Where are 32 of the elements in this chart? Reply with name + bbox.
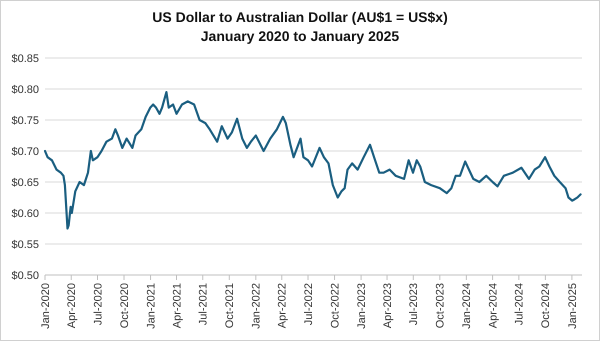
line-series: [44, 91, 582, 230]
x-tick-label: Jan-2024: [461, 283, 474, 329]
x-tick-label: Oct-2022: [329, 283, 342, 328]
y-tick-label: $0.60: [11, 208, 39, 220]
x-tick-label: Jul-2022: [302, 283, 315, 326]
y-tick-label: $0.55: [11, 238, 39, 251]
x-tick-label: Oct-2023: [434, 283, 447, 328]
x-tick-label: Apr-2024: [487, 283, 500, 328]
x-tick-label: Jan-2022: [250, 283, 263, 329]
y-tick-label: $0.50: [11, 270, 39, 282]
x-tick-label: Jul-2021: [198, 283, 210, 326]
chart-subtitle: January 2020 to January 2025: [200, 28, 400, 44]
x-tick-label: Apr-2021: [171, 283, 184, 328]
x-tick-label: Jul-2024: [514, 283, 526, 326]
y-tick-label: $0.75: [11, 114, 39, 127]
y-tick-label: $0.80: [11, 84, 39, 96]
x-tick-label: Jul-2023: [408, 283, 420, 326]
x-tick-label: Apr-2020: [66, 283, 78, 328]
y-tick-label: $0.65: [11, 176, 39, 189]
y-tick-label: $0.70: [11, 146, 39, 158]
x-tick-label: Jul-2020: [92, 283, 104, 326]
x-tick-label: Apr-2022: [276, 283, 289, 328]
x-tick-label: Jan-2021: [145, 283, 158, 329]
y-tick-label: $0.85: [11, 52, 39, 65]
x-tick-label: Jan-2023: [356, 283, 368, 329]
x-tick-label: Oct-2021: [224, 283, 236, 328]
x-tick-label: Jan-2020: [40, 283, 52, 329]
x-tick-label: Jan-2025: [566, 283, 579, 329]
x-tick-label: Oct-2020: [118, 283, 131, 328]
x-tick-label: Apr-2023: [382, 283, 394, 328]
x-tick-label: Oct-2024: [540, 283, 552, 328]
chart-title: US Dollar to Australian Dollar (AU$1 = US$x): [152, 9, 448, 25]
